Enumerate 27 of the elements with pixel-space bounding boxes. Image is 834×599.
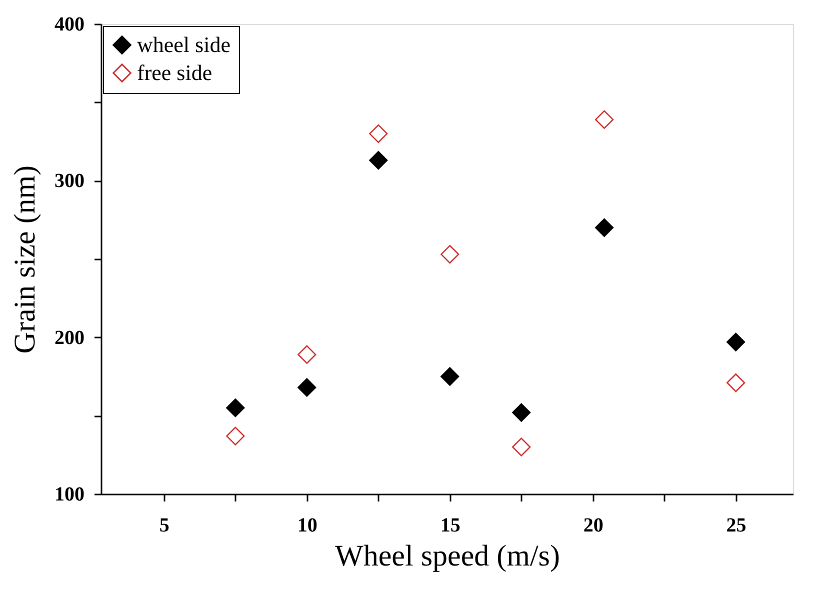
x-tick-label: 5 (159, 514, 170, 536)
point (369, 124, 388, 143)
point (298, 378, 316, 397)
point (594, 110, 614, 129)
legend-label: free side (137, 60, 212, 85)
point (726, 373, 746, 392)
y-tick-label: 200 (54, 326, 84, 349)
point (594, 218, 614, 237)
point (440, 367, 460, 386)
point (298, 345, 316, 364)
x-tick-label: 20 (583, 514, 604, 536)
legend-label: wheel side (137, 32, 230, 57)
point (726, 332, 746, 352)
point (512, 403, 531, 422)
point (512, 438, 531, 456)
x-tick-label: 25 (726, 514, 746, 536)
point (226, 426, 245, 446)
x-axis-title: Wheel speed (m/s) (335, 540, 560, 572)
point (369, 150, 388, 170)
y-axis-title: Grain size (nm) (8, 165, 42, 354)
y-tick-label: 300 (54, 170, 84, 192)
point (226, 398, 245, 418)
x-tick-label: 15 (440, 514, 460, 536)
y-tick-label: 400 (54, 14, 84, 36)
x-tick-label: 10 (297, 514, 318, 536)
y-tick-label: 100 (54, 484, 84, 506)
point (440, 244, 460, 264)
